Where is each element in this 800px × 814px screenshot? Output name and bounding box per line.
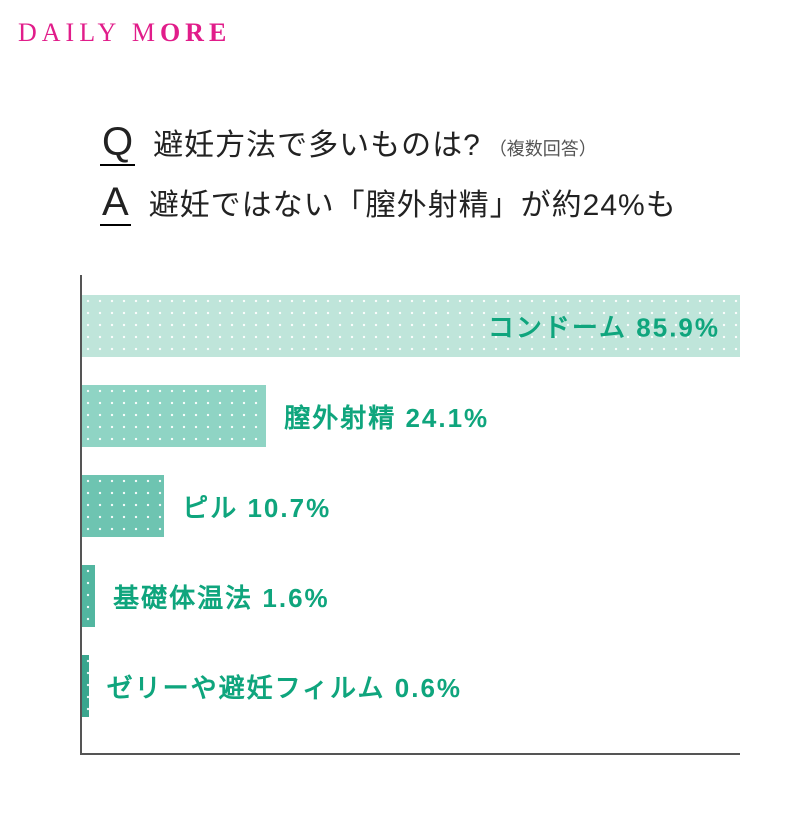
bar-chart: コンドーム 85.9% 膣外射精 24.1% ピル 10.7% 基礎体温法 1.6% ゼ… <box>80 275 740 755</box>
bar <box>82 565 95 627</box>
logo: DAILY MORE <box>18 18 231 48</box>
answer-letter: A <box>100 182 131 226</box>
bar-label: ピル 10.7% <box>182 488 331 525</box>
answer-row: A 避妊ではない「膣外射精」が約24%も <box>100 180 740 226</box>
bar-row: 膣外射精 24.1% <box>82 385 740 447</box>
bar-row: ゼリーや避妊フィルム 0.6% <box>82 655 740 717</box>
answer-text: 避妊ではない「膣外射精」が約24%も <box>149 180 677 224</box>
bar <box>82 655 89 717</box>
bar <box>82 385 266 447</box>
qa-block: Q 避妊方法で多いものは? （複数回答） A 避妊ではない「膣外射精」が約24%… <box>100 120 740 240</box>
x-axis <box>80 753 740 755</box>
bar-label: 膣外射精 24.1% <box>284 398 489 435</box>
bar-row: ピル 10.7% <box>82 475 740 537</box>
bar: コンドーム 85.9% <box>82 295 740 357</box>
bar-label: ゼリーや避妊フィルム 0.6% <box>107 668 462 705</box>
bar <box>82 475 164 537</box>
question-note: （複数回答） <box>489 135 597 161</box>
bar-label: 基礎体温法 1.6% <box>113 578 330 615</box>
logo-part3: O <box>160 18 185 47</box>
bar-row: 基礎体温法 1.6% <box>82 565 740 627</box>
logo-part1: DAILY <box>18 18 132 47</box>
bar-label: コンドーム 85.9% <box>488 308 720 345</box>
question-row: Q 避妊方法で多いものは? （複数回答） <box>100 120 740 166</box>
question-text: 避妊方法で多いものは? <box>153 120 481 164</box>
logo-part2: M <box>132 18 160 47</box>
logo-part4: RE <box>185 18 231 47</box>
bar-row: コンドーム 85.9% <box>82 295 740 357</box>
question-letter: Q <box>100 122 135 166</box>
